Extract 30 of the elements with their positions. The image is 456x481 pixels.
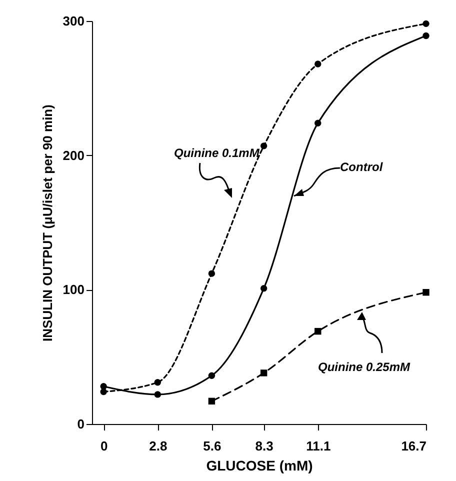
point	[208, 270, 216, 277]
point	[422, 289, 430, 296]
x-axis-title: GLUCOSE (mM)	[206, 458, 313, 474]
point	[100, 388, 107, 396]
x-tick-label: 16.7	[401, 438, 426, 454]
series-label: Quinine 0.25mM	[318, 360, 412, 374]
point	[314, 120, 322, 126]
y-axis-title: INSULIN OUTPUT (μU/islet per 90 min)	[40, 104, 55, 342]
y-tick-label: 100	[62, 282, 84, 298]
text: Control	[340, 160, 384, 174]
point	[154, 391, 161, 398]
point	[208, 398, 216, 405]
point	[260, 284, 268, 292]
point	[422, 20, 430, 28]
point	[260, 142, 268, 150]
y-tick-label: 0	[77, 416, 84, 432]
point	[314, 60, 322, 68]
point	[314, 328, 322, 335]
x-tick-label: 8.3	[255, 438, 274, 454]
point	[422, 32, 430, 40]
point	[154, 379, 161, 386]
point	[208, 372, 216, 379]
x-tick-label: 11.1	[306, 438, 331, 454]
point	[260, 370, 268, 376]
series-label: Quinine 0.1mM	[174, 146, 260, 160]
x-tick-label: 5.6	[203, 438, 222, 454]
x-tick-label: 0	[100, 438, 108, 454]
y-tick-label: 300	[62, 14, 84, 28]
y-tick-label: 200	[62, 148, 84, 163]
x-tick-label: 2.8	[149, 438, 168, 454]
